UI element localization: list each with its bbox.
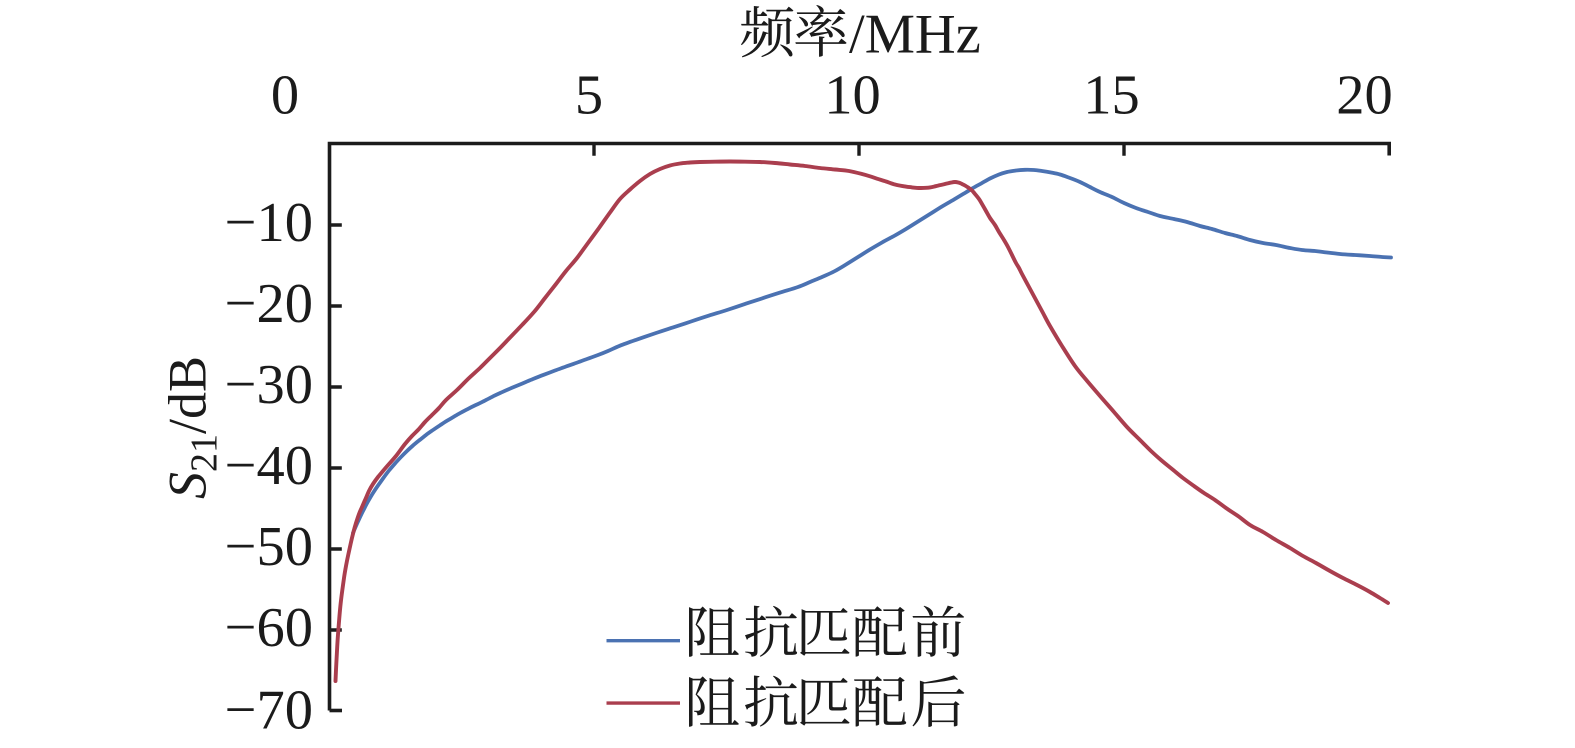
svg-text:10: 10 (824, 65, 881, 127)
svg-text:−60: −60 (225, 597, 313, 659)
svg-text:5: 5 (575, 65, 603, 127)
svg-text:−10: −10 (225, 192, 313, 254)
svg-text:−50: −50 (225, 516, 313, 578)
svg-text:15: 15 (1083, 65, 1140, 127)
svg-text:−70: −70 (225, 680, 313, 742)
svg-text:−30: −30 (225, 354, 313, 416)
svg-text:20: 20 (1336, 65, 1393, 127)
svg-text:/MHz: /MHz (849, 4, 981, 66)
svg-text:−20: −20 (225, 273, 313, 335)
svg-text:S21/dB: S21/dB (158, 356, 226, 499)
svg-text:−40: −40 (225, 435, 313, 497)
svg-text:0: 0 (271, 65, 299, 127)
